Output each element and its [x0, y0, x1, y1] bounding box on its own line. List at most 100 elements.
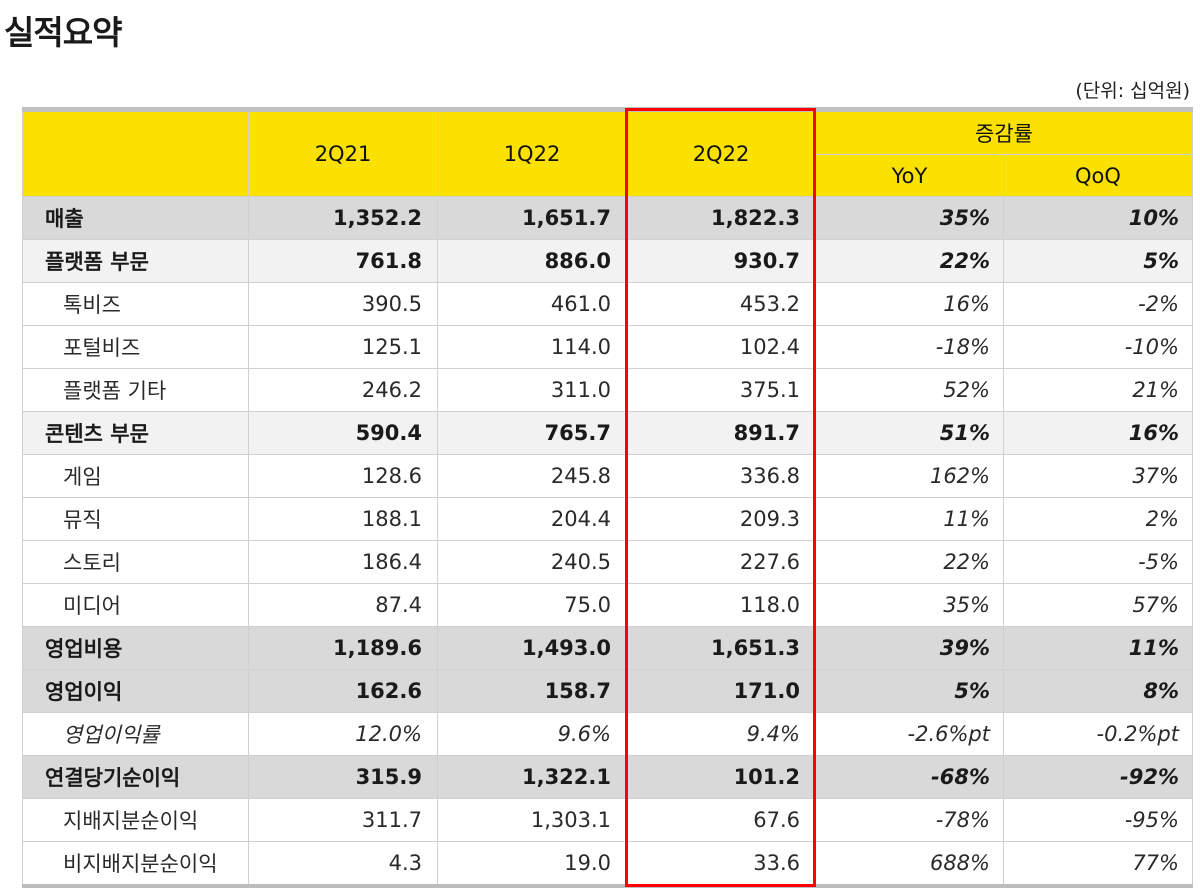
table-row: 영업이익률 12.0% 9.6% 9.4% -2.6%pt -0.2%pt	[22, 712, 1193, 756]
cell-qoq: 8%	[1003, 669, 1193, 713]
cell-yoy: 35%	[815, 583, 1004, 627]
table-row: 영업이익 162.6 158.7 171.0 5% 8%	[22, 669, 1193, 713]
cell-2q22: 209.3	[626, 497, 816, 541]
row-label: 포털비즈	[22, 325, 249, 369]
cell-2q21: 1,352.2	[248, 196, 438, 240]
cell-2q21: 590.4	[248, 411, 438, 455]
cell-1q22: 9.6%	[437, 712, 627, 756]
cell-1q22: 1,651.7	[437, 196, 627, 240]
cell-qoq: -5%	[1003, 540, 1193, 584]
cell-2q22: 930.7	[626, 239, 816, 283]
table-row: 포털비즈 125.1 114.0 102.4 -18% -10%	[22, 325, 1193, 369]
cell-yoy: 51%	[815, 411, 1004, 455]
row-label: 콘텐츠 부문	[22, 411, 249, 455]
row-label: 미디어	[22, 583, 249, 627]
cell-yoy: -2.6%pt	[815, 712, 1004, 756]
cell-yoy: -68%	[815, 755, 1004, 799]
cell-1q22: 311.0	[437, 368, 627, 412]
row-label: 뮤직	[22, 497, 249, 541]
cell-1q22: 1,493.0	[437, 626, 627, 670]
cell-2q21: 311.7	[248, 798, 438, 842]
cell-2q21: 1,189.6	[248, 626, 438, 670]
cell-1q22: 1,322.1	[437, 755, 627, 799]
page-title: 실적요약	[4, 13, 122, 52]
cell-2q22: 33.6	[626, 841, 816, 887]
unit-note: (단위: 십억원)	[1075, 80, 1190, 102]
cell-qoq: -95%	[1003, 798, 1193, 842]
cell-qoq: -10%	[1003, 325, 1193, 369]
cell-yoy: 162%	[815, 454, 1004, 498]
row-label: 영업이익률	[22, 712, 249, 756]
header-2q21: 2Q21	[248, 109, 438, 197]
cell-2q21: 188.1	[248, 497, 438, 541]
cell-qoq: 21%	[1003, 368, 1193, 412]
cell-yoy: 35%	[815, 196, 1004, 240]
cell-1q22: 19.0	[437, 841, 627, 887]
cell-qoq: 5%	[1003, 239, 1193, 283]
row-label: 영업이익	[22, 669, 249, 713]
row-label: 스토리	[22, 540, 249, 584]
row-label: 플랫폼 기타	[22, 368, 249, 412]
cell-1q22: 886.0	[437, 239, 627, 283]
cell-1q22: 240.5	[437, 540, 627, 584]
cell-yoy: 688%	[815, 841, 1004, 887]
header-qoq: QoQ	[1003, 154, 1193, 197]
cell-yoy: 52%	[815, 368, 1004, 412]
row-label: 연결당기순이익	[22, 755, 249, 799]
table-row: 스토리 186.4 240.5 227.6 22% -5%	[22, 540, 1193, 584]
row-label: 지배지분순이익	[22, 798, 249, 842]
table-row: 매출 1,352.2 1,651.7 1,822.3 35% 10%	[22, 196, 1193, 240]
cell-2q22: 336.8	[626, 454, 816, 498]
cell-2q22: 9.4%	[626, 712, 816, 756]
header-growth-rate: 증감률	[815, 109, 1193, 155]
row-label: 비지배지분순이익	[22, 841, 249, 887]
cell-qoq: 77%	[1003, 841, 1193, 887]
cell-qoq: -92%	[1003, 755, 1193, 799]
table-row: 영업비용 1,189.6 1,493.0 1,651.3 39% 11%	[22, 626, 1193, 670]
cell-1q22: 114.0	[437, 325, 627, 369]
cell-1q22: 204.4	[437, 497, 627, 541]
cell-qoq: 2%	[1003, 497, 1193, 541]
cell-yoy: 39%	[815, 626, 1004, 670]
cell-yoy: 22%	[815, 540, 1004, 584]
cell-yoy: 16%	[815, 282, 1004, 326]
cell-2q21: 4.3	[248, 841, 438, 887]
cell-yoy: -78%	[815, 798, 1004, 842]
cell-qoq: 37%	[1003, 454, 1193, 498]
cell-2q21: 87.4	[248, 583, 438, 627]
cell-2q22: 891.7	[626, 411, 816, 455]
cell-2q22: 1,651.3	[626, 626, 816, 670]
cell-2q21: 315.9	[248, 755, 438, 799]
cell-1q22: 158.7	[437, 669, 627, 713]
cell-1q22: 765.7	[437, 411, 627, 455]
earnings-summary-table: 2Q21 1Q22 2Q22 증감률 YoY QoQ 매출 1,352.2 1,65…	[22, 107, 1193, 888]
header-corner	[22, 109, 249, 197]
cell-1q22: 1,303.1	[437, 798, 627, 842]
table-row: 플랫폼 부문 761.8 886.0 930.7 22% 5%	[22, 239, 1193, 283]
table-row: 톡비즈 390.5 461.0 453.2 16% -2%	[22, 282, 1193, 326]
row-label: 게임	[22, 454, 249, 498]
cell-2q21: 128.6	[248, 454, 438, 498]
table-row: 연결당기순이익 315.9 1,322.1 101.2 -68% -92%	[22, 755, 1193, 799]
cell-2q22: 171.0	[626, 669, 816, 713]
table-row: 비지배지분순이익 4.3 19.0 33.6 688% 77%	[22, 841, 1193, 887]
cell-1q22: 75.0	[437, 583, 627, 627]
cell-2q22: 102.4	[626, 325, 816, 369]
table-row: 플랫폼 기타 246.2 311.0 375.1 52% 21%	[22, 368, 1193, 412]
cell-yoy: 22%	[815, 239, 1004, 283]
cell-2q21: 125.1	[248, 325, 438, 369]
cell-2q21: 390.5	[248, 282, 438, 326]
row-label: 매출	[22, 196, 249, 240]
cell-2q22: 1,822.3	[626, 196, 816, 240]
cell-2q21: 162.6	[248, 669, 438, 713]
cell-yoy: 5%	[815, 669, 1004, 713]
cell-2q22: 101.2	[626, 755, 816, 799]
cell-qoq: 10%	[1003, 196, 1193, 240]
header-2q22: 2Q22	[626, 109, 816, 197]
cell-2q22: 375.1	[626, 368, 816, 412]
cell-1q22: 245.8	[437, 454, 627, 498]
cell-yoy: 11%	[815, 497, 1004, 541]
row-label: 톡비즈	[22, 282, 249, 326]
cell-2q21: 246.2	[248, 368, 438, 412]
cell-2q22: 67.6	[626, 798, 816, 842]
